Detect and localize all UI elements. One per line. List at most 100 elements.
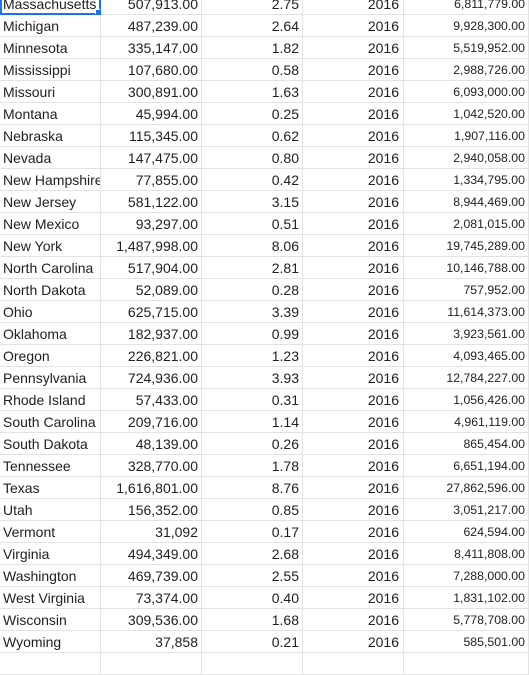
data-cell[interactable]: 10,146,788.00 — [404, 257, 529, 279]
state-name-cell[interactable]: Oklahoma — [0, 323, 101, 345]
data-cell[interactable]: 2,988,726.00 — [404, 59, 529, 81]
data-cell[interactable]: 1.78 — [202, 455, 303, 477]
data-cell[interactable]: 2016 — [303, 411, 404, 433]
data-cell[interactable]: 3,051,217.00 — [404, 499, 529, 521]
data-cell[interactable]: 0.99 — [202, 323, 303, 345]
data-cell[interactable]: 0.51 — [202, 213, 303, 235]
data-cell[interactable]: 0.42 — [202, 169, 303, 191]
data-cell[interactable]: 8,944,469.00 — [404, 191, 529, 213]
data-cell[interactable]: 757,952.00 — [404, 279, 529, 301]
data-cell[interactable]: 2016 — [303, 125, 404, 147]
data-cell[interactable]: 0.40 — [202, 587, 303, 609]
data-cell[interactable]: 77,855.00 — [101, 169, 202, 191]
data-cell[interactable]: 0.26 — [202, 433, 303, 455]
fill-handle[interactable] — [95, 9, 100, 14]
data-cell[interactable]: 2.55 — [202, 565, 303, 587]
data-cell[interactable]: 6,651,194.00 — [404, 455, 529, 477]
data-cell[interactable]: 2016 — [303, 279, 404, 301]
data-cell[interactable]: 2016 — [303, 37, 404, 59]
state-name-cell[interactable]: New Jersey — [0, 191, 101, 213]
data-cell[interactable]: 45,994.00 — [101, 103, 202, 125]
data-cell[interactable]: 0.58 — [202, 59, 303, 81]
data-cell[interactable]: 52,089.00 — [101, 279, 202, 301]
data-cell[interactable]: 1,907,116.00 — [404, 125, 529, 147]
data-cell[interactable]: 0.31 — [202, 389, 303, 411]
data-cell[interactable]: 300,891.00 — [101, 81, 202, 103]
data-cell[interactable]: 581,122.00 — [101, 191, 202, 213]
data-cell[interactable]: 3.39 — [202, 301, 303, 323]
data-cell[interactable]: 2016 — [303, 235, 404, 257]
state-name-cell[interactable] — [0, 653, 101, 675]
state-name-cell[interactable]: South Dakota — [0, 433, 101, 455]
data-cell[interactable]: 8,411,808.00 — [404, 543, 529, 565]
data-cell[interactable]: 1,487,998.00 — [101, 235, 202, 257]
state-name-cell[interactable]: Ohio — [0, 301, 101, 323]
data-cell[interactable]: 328,770.00 — [101, 455, 202, 477]
data-cell[interactable]: 517,904.00 — [101, 257, 202, 279]
data-cell[interactable]: 2016 — [303, 543, 404, 565]
data-cell[interactable]: 2016 — [303, 301, 404, 323]
data-cell[interactable]: 507,913.00 — [101, 0, 202, 15]
data-cell[interactable]: 3.93 — [202, 367, 303, 389]
data-cell[interactable]: 1.23 — [202, 345, 303, 367]
data-cell[interactable]: 2.68 — [202, 543, 303, 565]
data-cell[interactable]: 2016 — [303, 147, 404, 169]
data-cell[interactable]: 2016 — [303, 389, 404, 411]
data-cell[interactable]: 2.75 — [202, 0, 303, 15]
data-cell[interactable]: 57,433.00 — [101, 389, 202, 411]
data-cell[interactable]: 1,042,520.00 — [404, 103, 529, 125]
data-cell[interactable]: 2016 — [303, 609, 404, 631]
data-cell[interactable]: 226,821.00 — [101, 345, 202, 367]
data-cell[interactable]: 0.85 — [202, 499, 303, 521]
data-cell[interactable]: 2016 — [303, 499, 404, 521]
data-cell[interactable]: 27,862,596.00 — [404, 477, 529, 499]
data-cell[interactable]: 2016 — [303, 213, 404, 235]
data-cell[interactable]: 2016 — [303, 521, 404, 543]
data-cell[interactable]: 2016 — [303, 345, 404, 367]
state-name-cell[interactable]: North Dakota — [0, 279, 101, 301]
data-cell[interactable]: 6,811,779.00 — [404, 0, 529, 15]
data-cell[interactable]: 1.63 — [202, 81, 303, 103]
state-name-cell[interactable]: Tennessee — [0, 455, 101, 477]
data-cell[interactable]: 3.15 — [202, 191, 303, 213]
data-cell[interactable]: 2016 — [303, 169, 404, 191]
state-name-cell[interactable]: Pennsylvania — [0, 367, 101, 389]
data-cell[interactable]: 7,288,000.00 — [404, 565, 529, 587]
data-cell[interactable]: 625,715.00 — [101, 301, 202, 323]
data-cell[interactable]: 2016 — [303, 15, 404, 37]
data-cell[interactable]: 8.76 — [202, 477, 303, 499]
state-name-cell[interactable]: Vermont — [0, 521, 101, 543]
data-cell[interactable]: 2016 — [303, 631, 404, 653]
state-name-cell[interactable]: New Hampshire — [0, 169, 101, 191]
data-cell[interactable]: 0.21 — [202, 631, 303, 653]
data-cell[interactable]: 2016 — [303, 59, 404, 81]
state-name-cell[interactable]: Oregon — [0, 345, 101, 367]
state-name-cell[interactable]: Wisconsin — [0, 609, 101, 631]
state-name-cell[interactable]: Michigan — [0, 15, 101, 37]
data-cell[interactable]: 2016 — [303, 81, 404, 103]
data-cell[interactable]: 115,345.00 — [101, 125, 202, 147]
state-name-cell[interactable]: Nevada — [0, 147, 101, 169]
data-cell[interactable]: 1.68 — [202, 609, 303, 631]
state-name-cell[interactable]: New Mexico — [0, 213, 101, 235]
data-cell[interactable]: 487,239.00 — [101, 15, 202, 37]
data-cell[interactable]: 2016 — [303, 433, 404, 455]
state-name-cell[interactable]: Washington — [0, 565, 101, 587]
data-cell[interactable]: 107,680.00 — [101, 59, 202, 81]
data-cell[interactable]: 585,501.00 — [404, 631, 529, 653]
data-cell[interactable]: 93,297.00 — [101, 213, 202, 235]
data-cell[interactable]: 2016 — [303, 587, 404, 609]
data-cell[interactable]: 182,937.00 — [101, 323, 202, 345]
data-cell[interactable]: 0.25 — [202, 103, 303, 125]
data-cell[interactable]: 2016 — [303, 565, 404, 587]
data-cell[interactable]: 5,519,952.00 — [404, 37, 529, 59]
data-cell[interactable]: 0.62 — [202, 125, 303, 147]
data-cell[interactable]: 1,056,426.00 — [404, 389, 529, 411]
state-name-cell[interactable]: Texas — [0, 477, 101, 499]
data-cell[interactable]: 37,858 — [101, 631, 202, 653]
data-cell[interactable]: 209,716.00 — [101, 411, 202, 433]
data-cell[interactable] — [303, 653, 404, 675]
state-name-cell[interactable]: North Carolina — [0, 257, 101, 279]
data-cell[interactable]: 0.17 — [202, 521, 303, 543]
state-name-cell[interactable]: South Carolina — [0, 411, 101, 433]
